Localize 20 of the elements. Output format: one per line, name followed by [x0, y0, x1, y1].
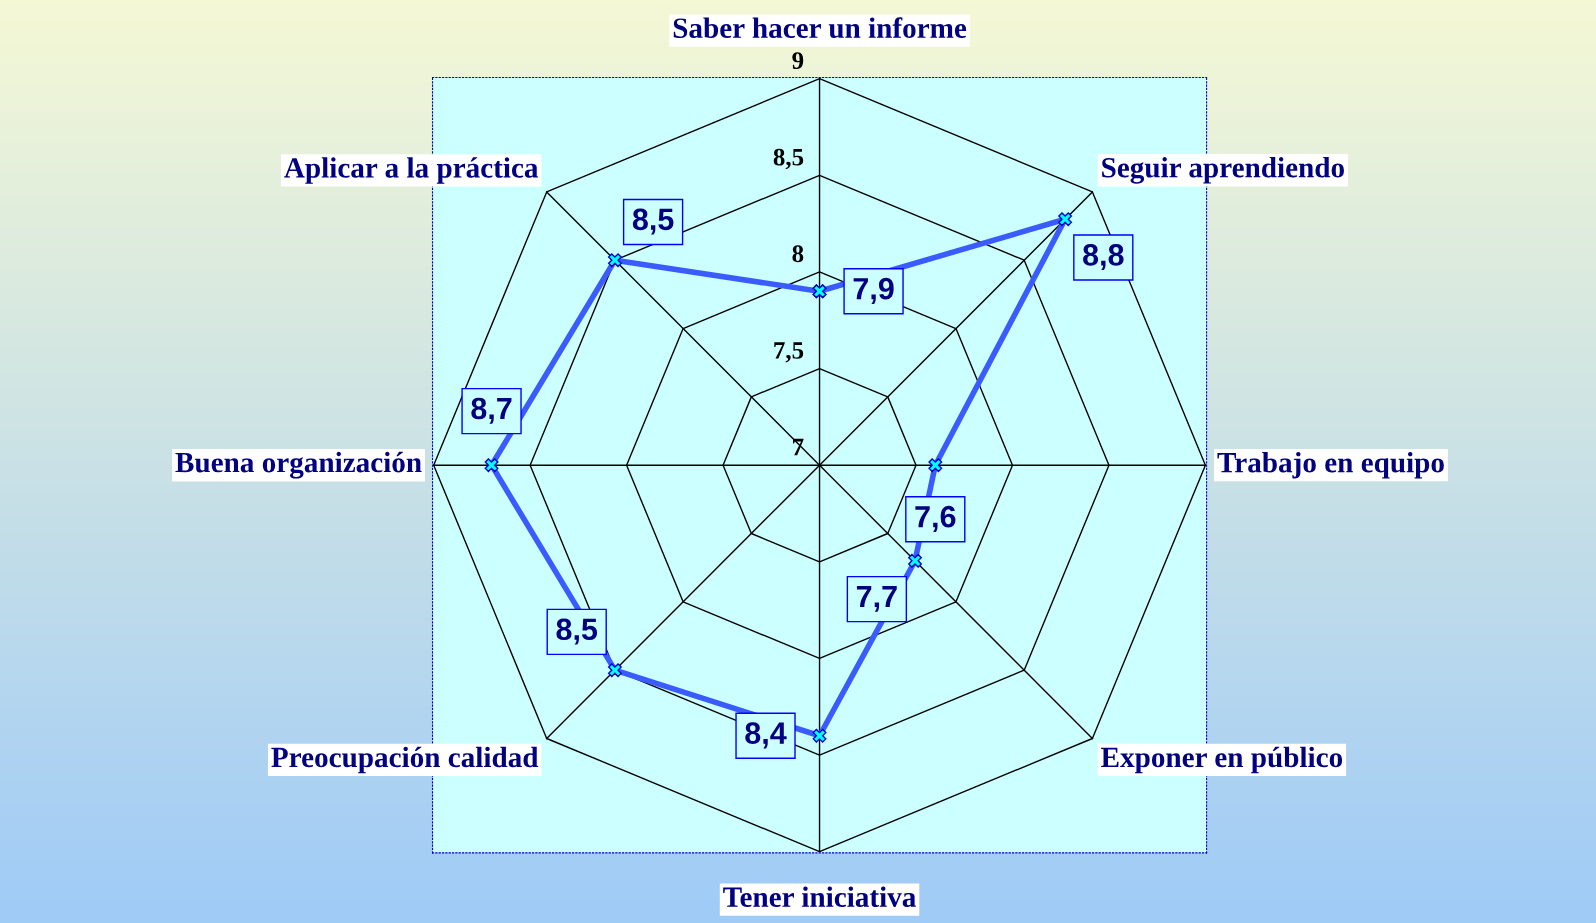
spoke-label: Trabajo en equipo — [1217, 451, 1444, 479]
spoke-label: Tener iniciativa — [723, 886, 916, 907]
data-label: 8,5 — [632, 208, 674, 235]
y-tick-label: 8 — [792, 245, 804, 263]
y-tick-label: 9 — [792, 52, 804, 69]
y-tick-label: 7,5 — [774, 342, 804, 363]
data-label: 7,7 — [856, 585, 897, 612]
spoke-label: Buena organización — [175, 451, 422, 479]
spoke-label: Exponer en público — [1101, 746, 1343, 774]
data-label: 8,8 — [1083, 244, 1124, 271]
data-label: 7,9 — [853, 277, 894, 304]
data-label: 8,4 — [745, 722, 787, 749]
data-label: 8,7 — [471, 397, 512, 424]
spoke-label: Preocupación calidad — [271, 746, 539, 774]
spoke-label: Aplicar a la práctica — [284, 157, 539, 184]
data-label: 7,6 — [915, 505, 956, 532]
y-tick-label: 8,5 — [773, 148, 804, 170]
spoke-label: Seguir aprendiendo — [1102, 157, 1344, 184]
spoke-label: Saber hacer un informe — [673, 17, 967, 39]
data-label: 8,5 — [556, 618, 598, 645]
